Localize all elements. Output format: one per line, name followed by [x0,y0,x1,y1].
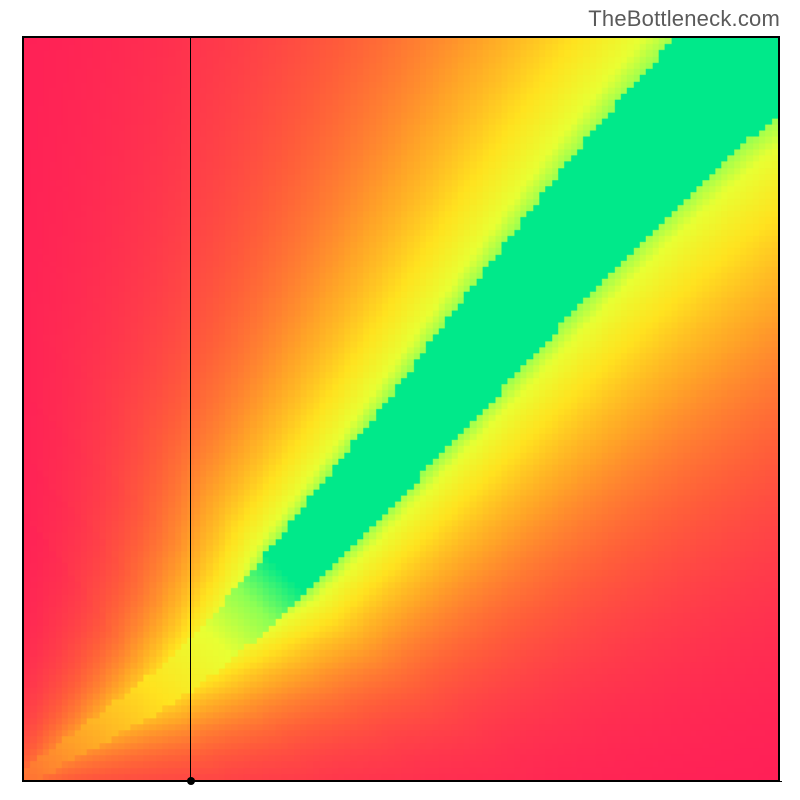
watermark-text: TheBottleneck.com [588,6,780,32]
heatmap-canvas [24,38,778,780]
crosshair-vertical-line [190,38,191,784]
crosshair-marker-dot [187,777,195,785]
crosshair-horizontal-line [24,781,782,782]
bottleneck-heatmap [22,36,780,782]
